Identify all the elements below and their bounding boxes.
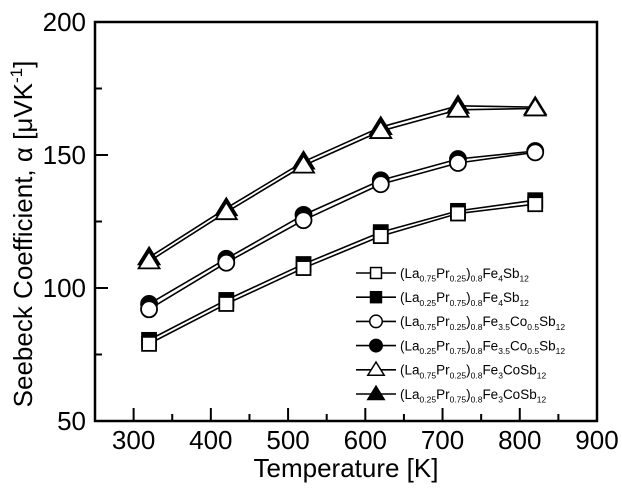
circle-marker xyxy=(371,175,390,194)
series-line-0 xyxy=(148,203,536,345)
axes: 300 400 500 600 700 800 900 50 100 150 200 Temperat… xyxy=(7,7,619,483)
legend-label: (La0.75Pr0.25)0.8Fe4Sb12 xyxy=(400,266,529,284)
legend-item-0: (La0.75Pr0.25)0.8Fe4Sb12 xyxy=(356,266,529,284)
legend-item-5: (La0.25Pr0.75)0.8Fe3CoSb12 xyxy=(356,384,546,405)
x-tick-label: 500 xyxy=(266,425,309,455)
series-line-2 xyxy=(148,151,536,310)
circle-marker xyxy=(140,300,158,319)
y-tick-labels: 50 100 150 200 xyxy=(43,7,86,436)
x-tick-labels: 300 400 500 600 700 800 900 xyxy=(112,425,619,455)
y-tick-label: 200 xyxy=(43,7,86,37)
legend-item-4: (La0.75Pr0.25)0.8Fe3CoSb12 xyxy=(356,360,546,381)
series-line-1 xyxy=(148,199,536,341)
y-tick-label: 50 xyxy=(57,406,86,436)
plot-frame xyxy=(93,20,599,423)
square-marker xyxy=(369,266,383,280)
circle-marker xyxy=(526,143,545,162)
legend-item-2: (La0.75Pr0.25)0.8Fe3.5Co0.5Sb12 xyxy=(356,314,565,332)
triangle-marker xyxy=(366,384,386,401)
square-marker xyxy=(218,296,235,312)
series-markers-0 xyxy=(141,196,544,352)
legend-label: (La0.25Pr0.75)0.8Fe3.5Co0.5Sb12 xyxy=(400,338,565,356)
triangle-marker xyxy=(445,98,471,118)
series-markers-4 xyxy=(136,96,548,270)
legend-label: (La0.25Pr0.75)0.8Fe3CoSb12 xyxy=(400,387,546,405)
series-line-5 xyxy=(148,104,536,259)
series-line-3 xyxy=(148,150,536,305)
legend-label: (La0.75Pr0.25)0.8Fe3.5Co0.5Sb12 xyxy=(400,314,565,332)
square-marker xyxy=(372,228,389,245)
series-lines xyxy=(148,104,536,345)
x-tick-label: 800 xyxy=(498,425,541,455)
square-marker xyxy=(295,260,312,276)
x-tick-label: 600 xyxy=(344,425,387,455)
circle-marker xyxy=(217,253,236,272)
square-marker xyxy=(450,205,466,222)
triangle-marker xyxy=(136,249,162,270)
y-tick-label: 150 xyxy=(43,140,86,170)
y-axis-title: Seebeck Coefficient, α [μVK-1] xyxy=(7,61,38,408)
triangle-marker xyxy=(291,153,316,174)
y-tick-label: 100 xyxy=(43,273,86,303)
triangle-marker xyxy=(366,360,386,377)
legend: (La0.75Pr0.25)0.8Fe4Sb12 (La0.25Pr0.75)0.… xyxy=(356,266,565,405)
x-tick-label: 400 xyxy=(189,425,232,455)
square-marker xyxy=(527,196,544,213)
square-marker xyxy=(369,290,383,304)
triangle-marker xyxy=(214,200,239,221)
series-markers xyxy=(136,94,548,352)
legend-item-3: (La0.25Pr0.75)0.8Fe3.5Co0.5Sb12 xyxy=(356,338,565,356)
x-tick-label: 900 xyxy=(575,425,618,455)
circle-marker xyxy=(369,338,383,353)
circle-marker xyxy=(369,314,383,329)
triangle-marker xyxy=(523,96,548,117)
circle-marker xyxy=(294,211,313,230)
square-marker xyxy=(141,335,157,352)
x-tick-label: 300 xyxy=(112,425,155,455)
x-axis-title: Temperature [K] xyxy=(254,453,439,483)
x-tick-label: 700 xyxy=(421,425,464,455)
legend-label: (La0.75Pr0.25)0.8Fe3CoSb12 xyxy=(400,363,546,381)
series-line-4 xyxy=(148,107,536,263)
legend-label: (La0.25Pr0.75)0.8Fe4Sb12 xyxy=(400,290,529,308)
triangle-marker xyxy=(368,119,393,139)
circle-marker xyxy=(449,154,467,172)
legend-item-1: (La0.25Pr0.75)0.8Fe4Sb12 xyxy=(356,290,529,308)
series-markers-2 xyxy=(140,143,545,319)
